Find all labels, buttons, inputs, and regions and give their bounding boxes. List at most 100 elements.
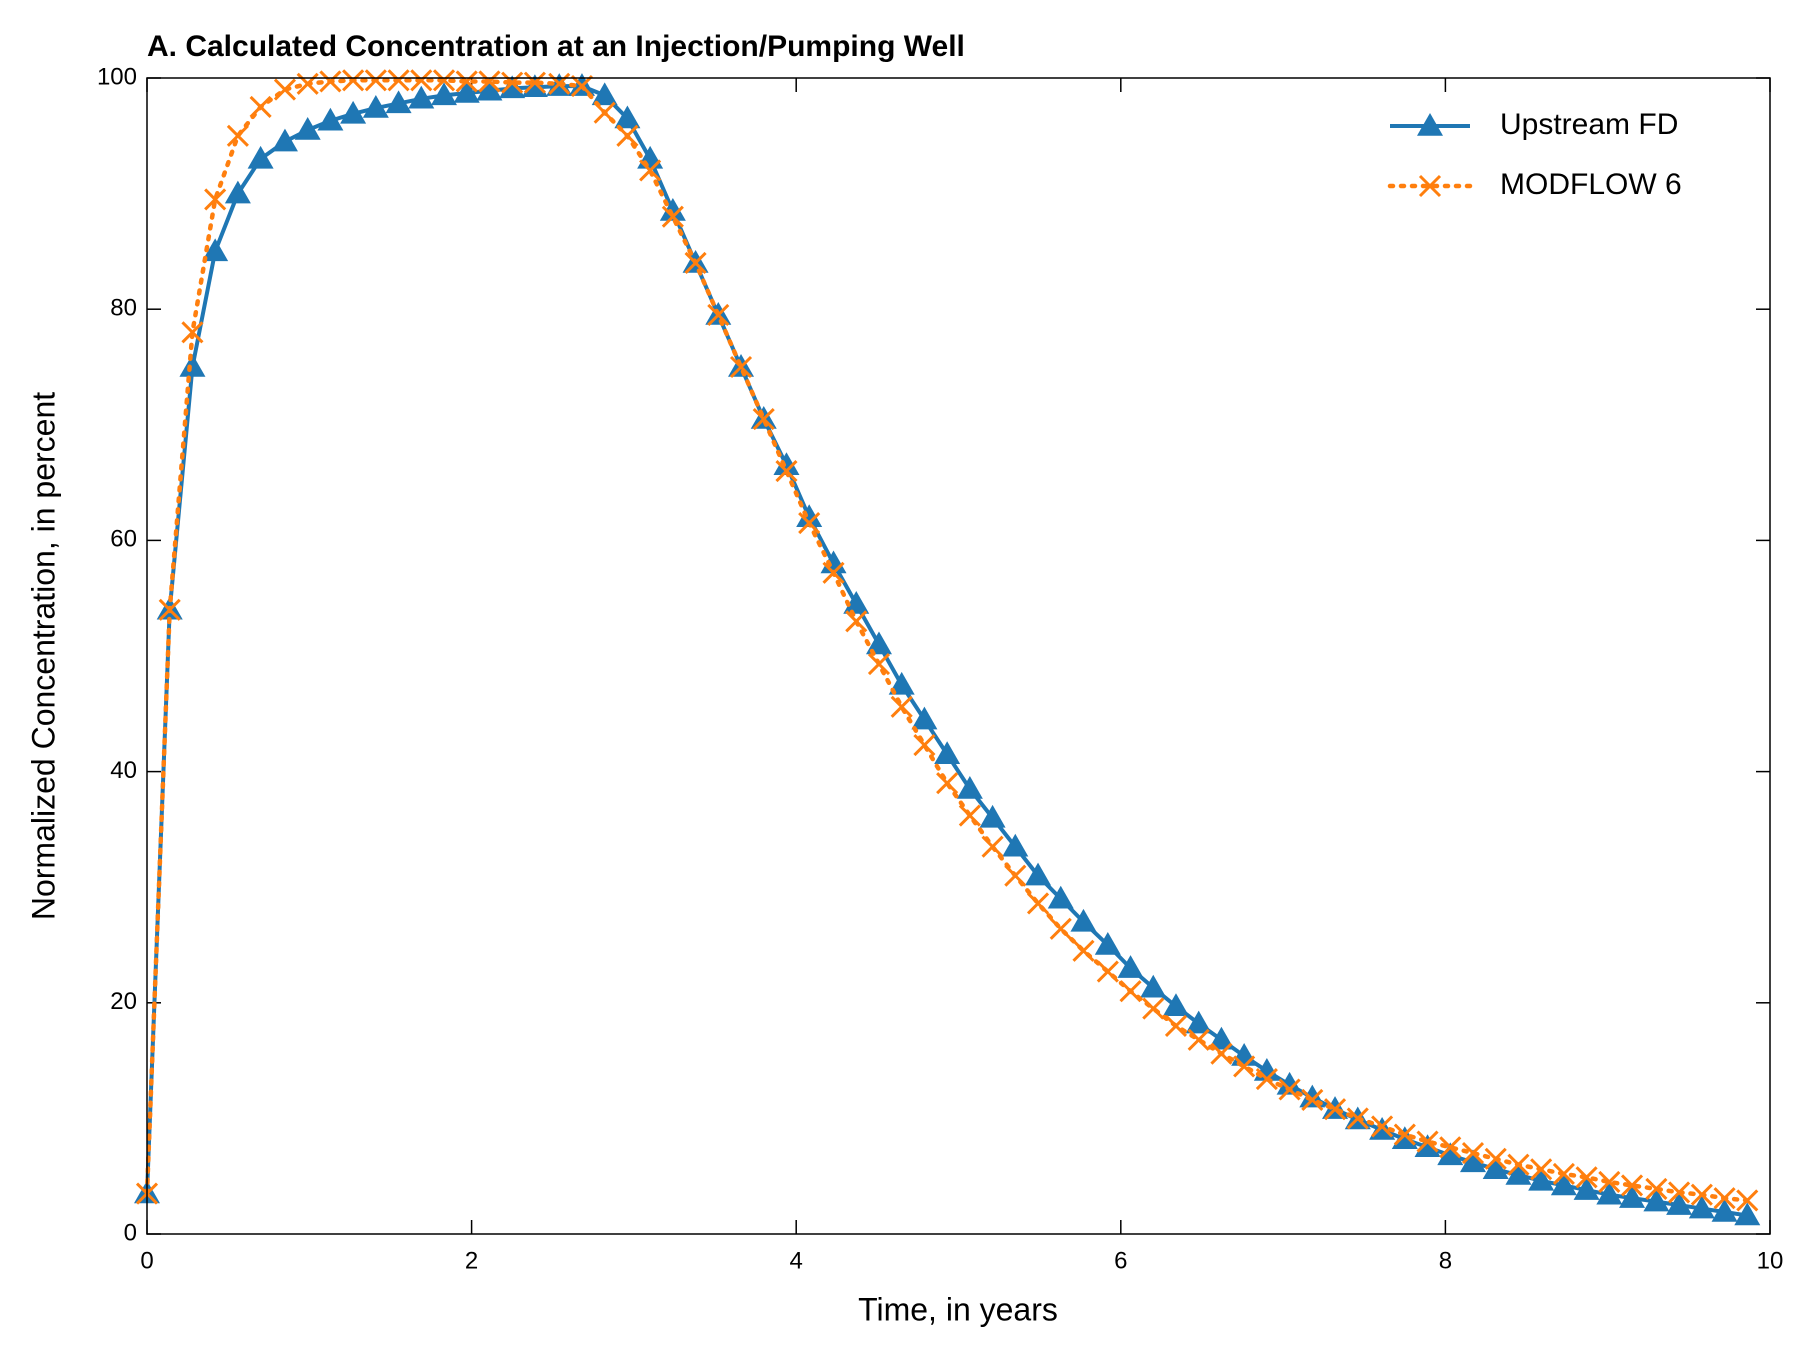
data-point	[478, 70, 501, 93]
data-point	[1047, 885, 1074, 909]
legend-marker	[1417, 113, 1443, 136]
data-point	[1461, 1142, 1485, 1165]
data-point	[956, 775, 983, 799]
data-point	[340, 100, 367, 124]
data-point	[1482, 1156, 1509, 1180]
data-point	[362, 95, 389, 118]
data-point	[1346, 1107, 1369, 1130]
data-point	[1119, 980, 1142, 1003]
data-point	[1025, 862, 1052, 886]
y-axis-label: Normalized Concentration, in percent	[25, 392, 61, 920]
data-point	[1668, 1181, 1691, 1204]
data-point	[936, 772, 959, 795]
data-point	[773, 452, 800, 476]
y-tick-label: 80	[110, 295, 137, 322]
data-point	[570, 75, 594, 98]
legend-marker	[1418, 174, 1442, 198]
legend-label: Upstream FD	[1500, 108, 1678, 141]
data-point	[1620, 1174, 1644, 1197]
data-point	[1666, 1192, 1693, 1215]
data-point	[521, 74, 548, 97]
data-point	[342, 69, 365, 92]
data-point	[1233, 1055, 1256, 1078]
data-point	[1072, 939, 1095, 962]
data-point	[408, 85, 435, 109]
data-point	[1210, 1042, 1233, 1065]
data-point	[1070, 908, 1097, 932]
x-tick-label: 0	[140, 1247, 153, 1274]
data-point	[707, 303, 730, 327]
data-point	[865, 631, 892, 655]
data-point	[1049, 917, 1072, 940]
y-tick-label: 0	[124, 1219, 137, 1246]
data-point	[1371, 1115, 1394, 1138]
data-point	[271, 128, 298, 152]
data-point	[179, 354, 206, 377]
data-point	[1530, 1158, 1553, 1181]
data-point	[1276, 1071, 1303, 1095]
data-point	[1573, 1177, 1600, 1200]
data-point	[202, 238, 229, 262]
data-point	[1598, 1170, 1621, 1194]
chart-title: A. Calculated Concentration at an Inject…	[147, 30, 965, 63]
data-point	[1414, 1134, 1441, 1158]
data-point	[888, 671, 915, 695]
data-point	[455, 70, 478, 93]
x-tick-label: 2	[465, 1247, 478, 1274]
data-point	[1596, 1181, 1623, 1205]
data-point	[548, 72, 571, 95]
data-point	[958, 804, 981, 827]
data-point	[913, 733, 936, 757]
data-point	[224, 180, 251, 204]
data-point	[1278, 1078, 1301, 1101]
data-point	[684, 251, 707, 275]
data-point	[1208, 1026, 1235, 1050]
x-tick-label: 10	[1757, 1247, 1784, 1274]
x-tick-label: 8	[1439, 1247, 1452, 1274]
data-point	[1140, 974, 1167, 998]
data-point	[387, 69, 410, 92]
data-point	[639, 159, 662, 182]
data-point	[364, 69, 387, 92]
data-point	[911, 706, 938, 730]
data-point	[934, 741, 961, 765]
data-point	[1734, 1202, 1761, 1226]
data-point	[385, 90, 412, 114]
y-tick-label: 20	[110, 988, 137, 1015]
data-point	[1688, 1195, 1715, 1219]
data-point	[1484, 1147, 1507, 1170]
data-point	[1142, 997, 1165, 1020]
data-point	[1164, 1014, 1188, 1037]
data-point	[247, 145, 274, 169]
data-point	[796, 504, 823, 528]
data-point	[845, 610, 868, 633]
data-point	[1690, 1183, 1713, 1206]
data-point	[1643, 1188, 1670, 1212]
data-point	[1711, 1199, 1738, 1222]
data-point	[317, 107, 344, 131]
data-point	[1323, 1098, 1347, 1121]
legend-label: MODFLOW 6	[1500, 168, 1682, 201]
data-point	[979, 804, 1006, 828]
data-point	[1459, 1149, 1486, 1173]
data-point	[432, 69, 456, 92]
data-point	[729, 355, 753, 379]
data-point	[1004, 864, 1027, 887]
data-point	[226, 124, 249, 147]
data-point	[523, 71, 546, 94]
data-point	[661, 205, 684, 228]
data-point	[1185, 1010, 1212, 1034]
data-point	[614, 105, 641, 129]
data-point	[1713, 1187, 1736, 1210]
x-tick-label: 6	[1114, 1247, 1127, 1274]
data-point	[1416, 1130, 1439, 1153]
data-point	[1301, 1088, 1324, 1111]
plot-frame	[146, 77, 1771, 1235]
data-point	[1736, 1189, 1759, 1212]
data-point	[1505, 1162, 1532, 1185]
data-point	[981, 835, 1004, 858]
data-point	[204, 188, 227, 211]
data-point	[453, 80, 480, 103]
data-point	[476, 77, 503, 101]
data-point	[1393, 1123, 1416, 1146]
